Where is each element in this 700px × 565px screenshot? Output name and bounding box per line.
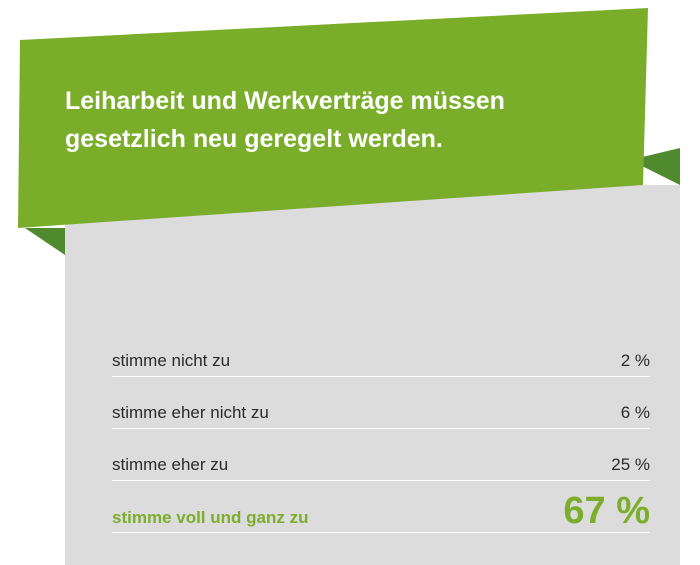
table-row: stimme eher zu 25 % <box>112 450 650 481</box>
gray-background-panel <box>65 185 680 565</box>
value-label: 67 % <box>563 490 650 532</box>
table-row-highlighted: stimme voll und ganz zu 67 % <box>112 490 650 533</box>
category-label: stimme voll und ganz zu <box>112 508 309 527</box>
table-row: stimme eher nicht zu 6 % <box>112 398 650 429</box>
chart-title: Leiharbeit und Werkverträge müssen geset… <box>65 82 625 158</box>
category-label: stimme nicht zu <box>112 351 231 370</box>
category-label: stimme eher nicht zu <box>112 403 269 422</box>
value-label: 6 % <box>620 403 650 422</box>
value-label: 25 % <box>611 455 650 474</box>
table-row: stimme nicht zu 2 % <box>112 346 650 377</box>
title-line-2: gesetzlich neu geregelt werden. <box>65 125 443 153</box>
title-line-1: Leiharbeit und Werkverträge müssen <box>65 87 505 115</box>
category-label: stimme eher zu <box>112 455 229 474</box>
banner-left-fold <box>25 228 65 255</box>
green-banner <box>18 8 680 255</box>
banner-ribbon <box>18 8 648 228</box>
value-label: 2 % <box>620 351 650 370</box>
